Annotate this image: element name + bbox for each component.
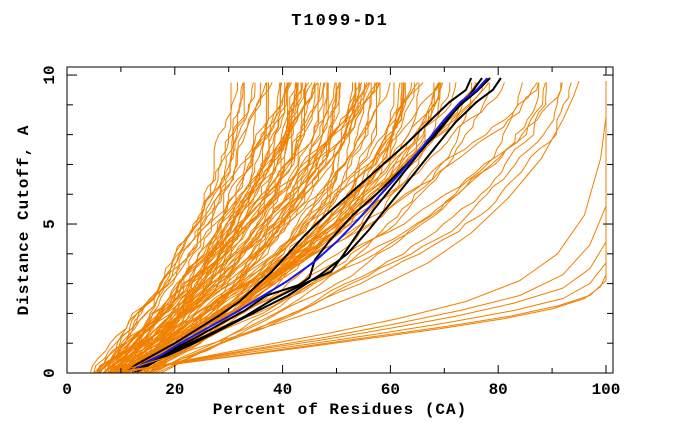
model-curve bbox=[110, 82, 357, 374]
reference-model-blue bbox=[131, 77, 489, 373]
x-tick-label: 60 bbox=[381, 381, 400, 399]
x-tick-label: 0 bbox=[62, 381, 72, 399]
outlier-model-6 bbox=[115, 80, 580, 373]
model-curve bbox=[153, 82, 490, 374]
model-curve bbox=[107, 82, 319, 374]
model-curve bbox=[107, 82, 273, 374]
model-curve bbox=[120, 82, 538, 374]
outlier-model-7 bbox=[110, 81, 607, 373]
model-curve bbox=[97, 82, 371, 374]
x-tick-label: 20 bbox=[165, 381, 184, 399]
model-curve bbox=[120, 82, 316, 374]
model-curve bbox=[104, 82, 319, 374]
model-curve bbox=[150, 82, 415, 374]
model-curve bbox=[112, 82, 539, 374]
model-curve bbox=[98, 82, 341, 374]
model-curve bbox=[156, 82, 476, 374]
y-tick-label: 0 bbox=[41, 368, 59, 378]
outlier-model-4 bbox=[120, 81, 607, 373]
highlighted-curves bbox=[110, 77, 607, 373]
highlight-model-4 bbox=[136, 77, 502, 373]
x-tick-label: 100 bbox=[592, 381, 621, 399]
model-curve bbox=[97, 82, 336, 374]
model-curve bbox=[135, 82, 302, 374]
highlight-model-2 bbox=[131, 77, 483, 373]
model-curve bbox=[99, 82, 329, 374]
model-curve bbox=[93, 82, 245, 374]
model-curve bbox=[145, 82, 376, 374]
model-curve bbox=[120, 82, 290, 374]
model-curve bbox=[111, 82, 391, 374]
model-curve bbox=[136, 82, 363, 374]
outlier-model-2 bbox=[115, 81, 607, 373]
axis-ticks bbox=[66, 67, 613, 374]
model-curve bbox=[108, 82, 370, 374]
y-tick-label: 5 bbox=[41, 219, 59, 229]
x-tick-label: 80 bbox=[489, 381, 508, 399]
model-curve bbox=[112, 82, 268, 374]
y-tick-label: 10 bbox=[41, 65, 59, 84]
outlier-model-5 bbox=[126, 81, 607, 373]
model-curve bbox=[135, 82, 381, 374]
model-curve bbox=[118, 82, 283, 374]
model-curve bbox=[118, 82, 326, 374]
model-curve bbox=[138, 82, 341, 374]
model-curve bbox=[148, 82, 505, 374]
chart-title: T1099-D1 bbox=[291, 12, 389, 31]
plot-frame bbox=[66, 66, 614, 374]
model-curve bbox=[109, 82, 256, 374]
x-axis-label: Percent of Residues (CA) bbox=[212, 401, 468, 419]
model-curve bbox=[121, 82, 381, 374]
model-curve bbox=[146, 82, 563, 374]
ensemble-curves bbox=[89, 82, 572, 374]
model-curve bbox=[115, 82, 540, 374]
tick-labels: 0 20 40 60 80 100 0 5 10 bbox=[41, 65, 620, 399]
x-tick-label: 40 bbox=[273, 381, 292, 399]
model-curve bbox=[160, 82, 523, 374]
outlier-model-3 bbox=[120, 81, 607, 373]
model-curve bbox=[134, 82, 286, 374]
highlight-model-1 bbox=[125, 77, 473, 373]
model-curve bbox=[89, 82, 232, 374]
